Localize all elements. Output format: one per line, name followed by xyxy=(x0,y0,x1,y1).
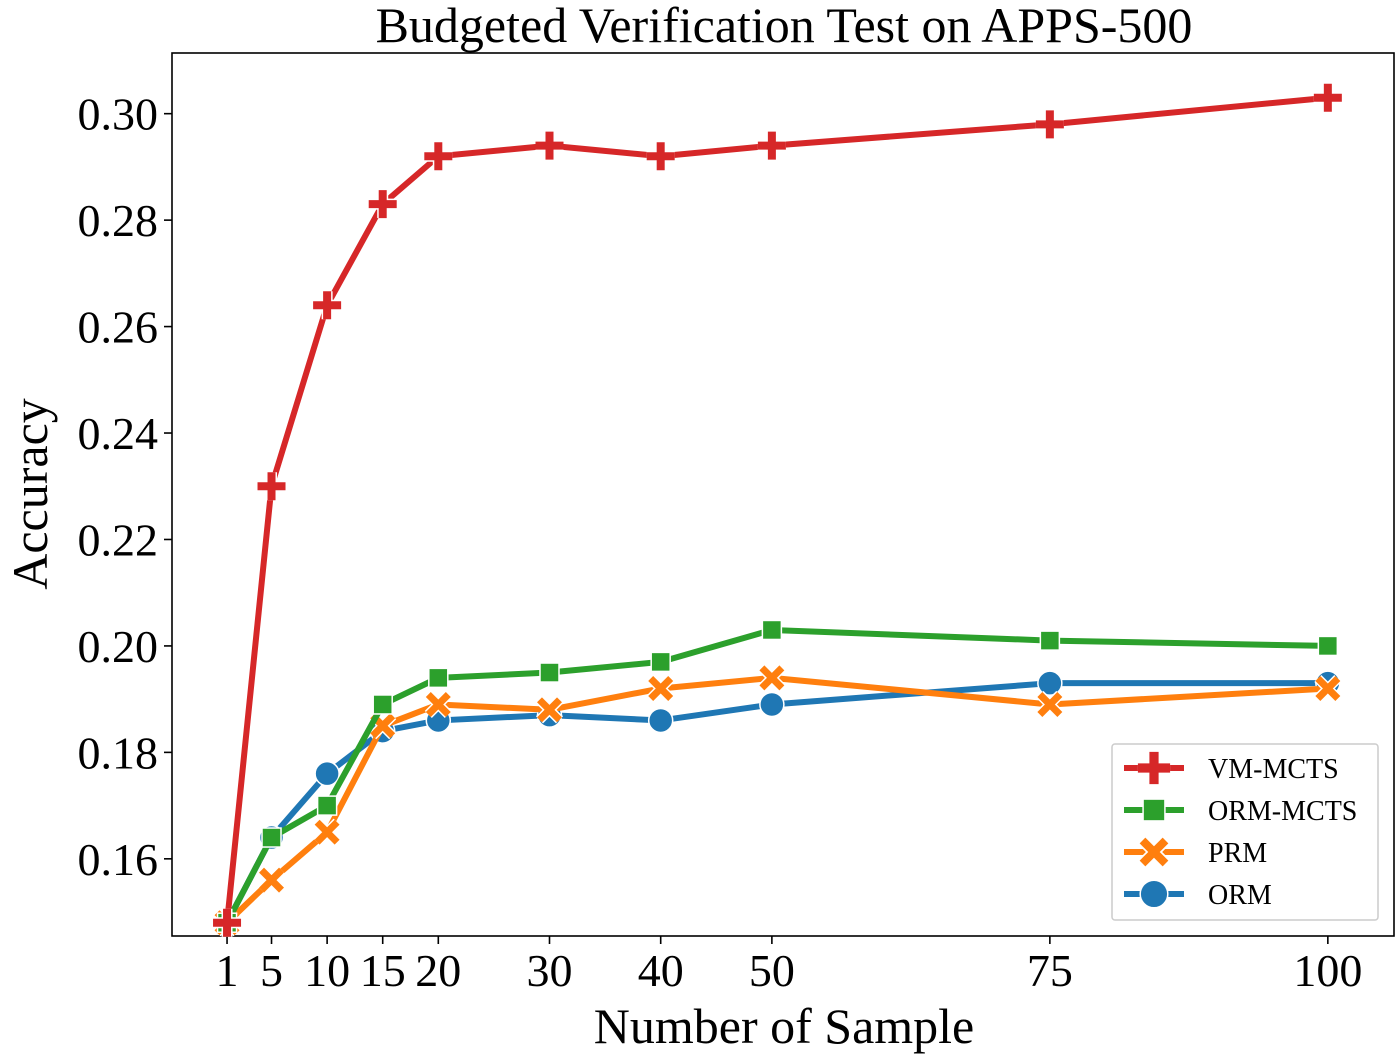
data-point-vm-mcts-20 xyxy=(424,142,453,171)
data-point-orm-mcts-5 xyxy=(261,827,282,848)
data-point-vm-mcts-75 xyxy=(1035,110,1064,139)
data-point-vm-mcts-10 xyxy=(313,291,342,320)
legend-item-orm: ORM xyxy=(1124,879,1272,911)
data-point-prm-20 xyxy=(424,690,452,719)
legend-label-orm: ORM xyxy=(1208,880,1272,911)
series-layer xyxy=(213,83,1342,937)
data-point-orm-mcts-50 xyxy=(761,619,783,641)
y-tick-label-0.18: 0.18 xyxy=(78,727,159,778)
data-point-vm-mcts-1 xyxy=(213,908,242,937)
series-vm-mcts xyxy=(213,83,1342,937)
legend-label-vm-mcts: VM-MCTS xyxy=(1208,754,1339,785)
x-tick-label-15: 15 xyxy=(360,945,406,996)
y-tick-label-0.22: 0.22 xyxy=(78,514,159,565)
legend: VM-MCTS ORM-MCTS PRM ORM xyxy=(1111,743,1379,921)
x-tick-label-30: 30 xyxy=(526,945,572,996)
data-point-orm-10 xyxy=(314,760,340,787)
y-axis-label: Accuracy xyxy=(2,398,58,590)
data-point-vm-mcts-30 xyxy=(535,131,564,160)
data-point-vm-mcts-15 xyxy=(368,190,397,219)
legend-item-orm-mcts: ORM-MCTS xyxy=(1124,796,1357,827)
data-point-orm-mcts-40 xyxy=(650,651,671,673)
data-point-prm-5 xyxy=(257,866,286,894)
legend-marker-prm xyxy=(1138,836,1170,868)
data-point-orm-mcts-20 xyxy=(428,667,449,689)
x-tick-label-5: 5 xyxy=(260,945,283,996)
data-point-orm-40 xyxy=(647,707,674,734)
legend-marker-orm-mcts xyxy=(1142,798,1166,822)
legend-item-prm: PRM xyxy=(1124,836,1267,869)
legend-label-prm: PRM xyxy=(1208,838,1267,869)
data-point-prm-30 xyxy=(535,696,564,724)
y-tick-label-0.20: 0.20 xyxy=(78,621,159,672)
legend-frame xyxy=(1111,743,1379,921)
data-point-prm-10 xyxy=(313,818,341,846)
chart-title: Budgeted Verification Test on APPS-500 xyxy=(376,0,1193,53)
data-point-orm-mcts-15 xyxy=(372,694,393,715)
legend-label-orm-mcts: ORM-MCTS xyxy=(1208,796,1357,827)
series-line-orm-mcts xyxy=(224,626,1331,926)
y-tick-label-0.16: 0.16 xyxy=(78,834,159,885)
x-tick-label-100: 100 xyxy=(1293,945,1362,996)
data-point-orm-mcts-100 xyxy=(1317,635,1339,657)
data-point-orm-mcts-30 xyxy=(539,662,560,683)
plot-area xyxy=(171,52,1395,937)
data-point-prm-100 xyxy=(1314,674,1342,703)
series-prm xyxy=(213,664,1342,937)
x-tick-label-75: 75 xyxy=(1027,945,1073,996)
data-point-prm-50 xyxy=(758,664,786,692)
x-tick-label-10: 10 xyxy=(304,945,350,996)
legend-marker-vm-mcts xyxy=(1137,751,1171,785)
series-line-prm xyxy=(224,674,1331,926)
data-point-orm-50 xyxy=(759,691,785,718)
data-point-orm-mcts-75 xyxy=(1039,630,1061,651)
data-point-orm-mcts-10 xyxy=(316,795,338,816)
y-tick-label-0.26: 0.26 xyxy=(78,302,159,353)
data-point-vm-mcts-100 xyxy=(1313,83,1342,112)
data-point-prm-75 xyxy=(1036,690,1064,719)
data-point-vm-mcts-5 xyxy=(257,472,286,501)
x-axis: 1 5 10 15 20 30 40 50 75 100 xyxy=(216,936,1362,996)
x-tick-label-20: 20 xyxy=(415,945,461,996)
y-tick-label-0.24: 0.24 xyxy=(78,408,159,459)
data-point-vm-mcts-50 xyxy=(757,131,786,160)
legend-marker-orm xyxy=(1139,879,1169,909)
y-tick-label-0.28: 0.28 xyxy=(78,195,159,246)
series-line-vm-mcts xyxy=(224,94,1331,926)
data-point-orm-75 xyxy=(1037,670,1063,696)
y-axis: 0.16 0.18 0.20 0.22 0.24 0.26 0.28 0.30 xyxy=(78,89,172,885)
legend-item-vm-mcts: VM-MCTS xyxy=(1124,751,1339,785)
x-tick-label-1: 1 xyxy=(216,945,239,996)
x-tick-label-50: 50 xyxy=(749,945,795,996)
y-tick-label-0.30: 0.30 xyxy=(78,89,159,140)
data-point-prm-40 xyxy=(647,674,675,703)
x-axis-label: Number of Sample xyxy=(594,998,974,1054)
data-point-vm-mcts-40 xyxy=(646,142,675,171)
x-tick-label-40: 40 xyxy=(638,945,684,996)
